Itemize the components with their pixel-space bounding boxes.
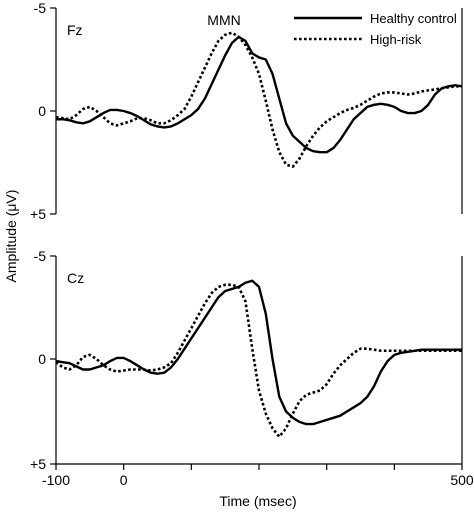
y-tick-label: +5 — [30, 206, 46, 222]
y-tick-label: 0 — [38, 351, 46, 367]
panel-label: Cz — [67, 270, 84, 286]
y-tick-label: -5 — [34, 248, 47, 264]
series-line-healthy-control — [56, 35, 463, 154]
y-axis-title: Amplitude (μV) — [3, 190, 19, 283]
y-tick-label: +5 — [30, 456, 46, 472]
series-line-healthy-control — [55, 279, 462, 426]
legend-label: High-risk — [370, 32, 422, 47]
x-tick-label: 0 — [120, 472, 128, 488]
x-tick-label: -100 — [42, 472, 70, 488]
legend-label: Healthy control — [370, 11, 457, 26]
mmn-annotation: MMN — [207, 12, 240, 28]
panel-label: Fz — [67, 22, 83, 38]
y-tick-label: -5 — [34, 0, 47, 16]
series-line-high-risk — [55, 31, 462, 168]
y-tick-label: 0 — [38, 103, 46, 119]
x-axis-title: Time (msec) — [219, 493, 296, 509]
x-tick-label: 500 — [450, 472, 474, 488]
series-line-high-risk — [55, 283, 462, 438]
